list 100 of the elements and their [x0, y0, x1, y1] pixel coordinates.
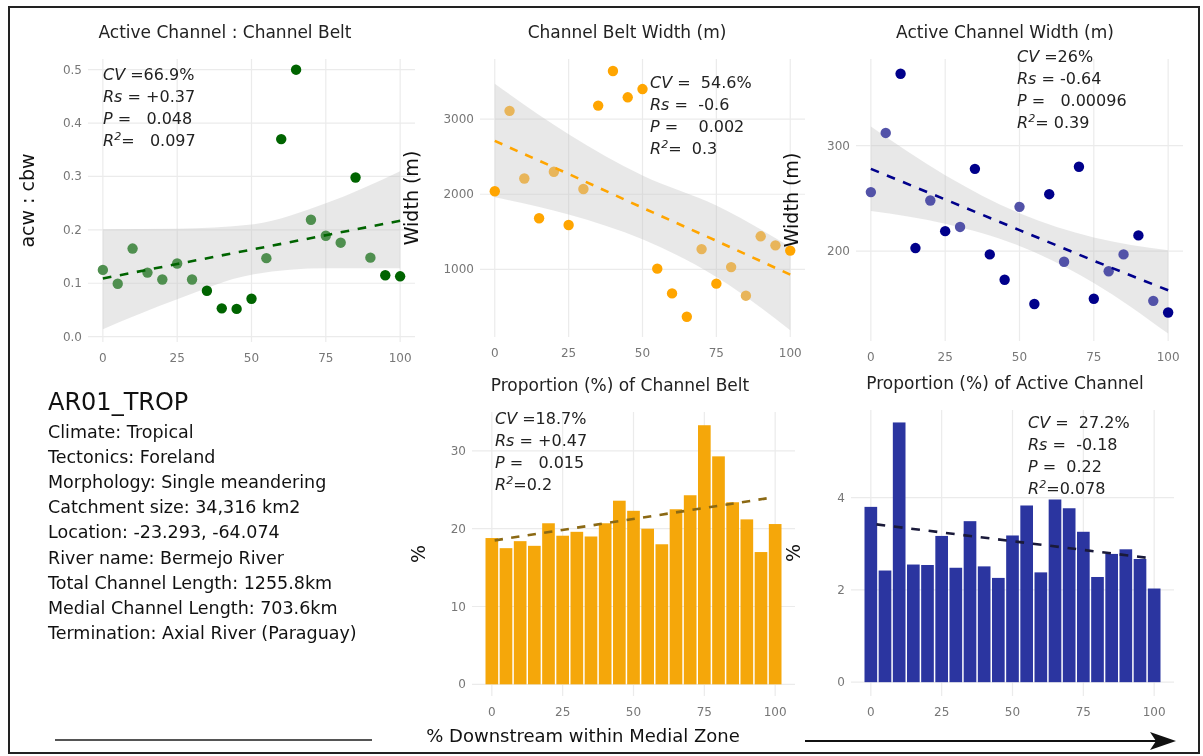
chart-title: Active Channel Width (m) — [896, 22, 1114, 42]
y-tick-label: 20 — [450, 521, 466, 536]
bar — [1147, 588, 1161, 683]
bar — [1133, 559, 1147, 683]
line-series — [869, 167, 1170, 292]
chart-title: Proportion (%) of Active Channel — [866, 373, 1144, 393]
text: Climate: Tropical — [48, 422, 194, 442]
x-tick-label: 0 — [99, 351, 107, 365]
y-tick-label: 3000 — [443, 112, 474, 127]
point — [1029, 298, 1040, 310]
point — [652, 263, 663, 274]
point — [622, 92, 633, 103]
bar — [949, 567, 963, 683]
point — [201, 285, 213, 296]
point — [365, 252, 376, 263]
annotation: CV =18.7% — [495, 409, 587, 428]
x-tick-label: 100 — [778, 346, 802, 360]
x-tick-label: 75 — [1075, 705, 1091, 719]
y-axis-title: Width (m) — [780, 152, 802, 248]
x-tick-label: 50 — [625, 705, 642, 719]
y-axis-title: % — [407, 544, 429, 564]
point — [681, 311, 693, 322]
y-tick-label: 200 — [827, 244, 850, 259]
bar — [754, 552, 768, 685]
point — [696, 243, 707, 255]
point — [380, 270, 391, 281]
point — [142, 267, 153, 278]
chart-title: Active Channel : Channel Belt — [98, 22, 352, 42]
y-axis-title: % — [782, 543, 804, 563]
bar — [655, 544, 669, 685]
point — [954, 221, 966, 233]
y-tick-label: 0 — [837, 675, 845, 690]
point — [725, 261, 737, 273]
text: Location: -23.293, -64.074 — [48, 522, 280, 543]
point — [711, 278, 722, 289]
point — [1103, 266, 1114, 277]
x-tick-label: 50 — [1004, 705, 1021, 719]
y-tick-label: 2 — [837, 582, 845, 597]
point — [350, 172, 361, 183]
point — [895, 68, 906, 79]
x-tick-label: 25 — [561, 346, 577, 360]
point — [910, 242, 921, 254]
point — [216, 303, 227, 314]
x-tick-label: 50 — [634, 346, 651, 360]
point — [999, 274, 1010, 285]
point — [489, 186, 500, 197]
point — [1044, 188, 1055, 200]
bar — [740, 519, 754, 685]
point — [865, 186, 877, 198]
point — [637, 83, 648, 95]
point — [925, 195, 936, 206]
bar — [570, 531, 584, 685]
text: Catchment size: 34,316 km2 — [48, 497, 301, 518]
x-tick-label: 25 — [169, 351, 185, 365]
x-tick-label: 50 — [243, 351, 260, 365]
bar — [878, 570, 892, 683]
x-tick-label: 25 — [555, 705, 571, 719]
y-tick-label: 2000 — [443, 187, 474, 202]
point — [1014, 201, 1025, 213]
x-tick-label: 0 — [867, 350, 875, 364]
text: Total Channel Length: 1255.8km — [47, 572, 333, 593]
point — [519, 173, 530, 184]
point — [533, 213, 545, 224]
annotation: Rs = -0.18 — [1028, 435, 1118, 454]
y-tick-label: 0.4 — [62, 116, 82, 131]
point — [290, 64, 302, 75]
text: Morphology: Single meandering — [48, 472, 327, 493]
annotation: R$^{2}$=0.2 — [495, 473, 553, 494]
y-tick-label: 0.3 — [62, 169, 82, 184]
point — [504, 105, 515, 117]
annotation: P = 0.002 — [650, 117, 745, 136]
point — [563, 219, 574, 231]
point — [666, 288, 678, 299]
y-tick-label: 0 — [458, 677, 466, 692]
x-tick-label: 75 — [318, 351, 334, 365]
point — [1162, 307, 1174, 318]
annotation: P = 0.048 — [103, 109, 193, 128]
y-tick-label: 4 — [837, 490, 845, 505]
text: Termination: Axial River (Paraguay) — [47, 622, 357, 643]
point — [394, 271, 406, 282]
point — [127, 243, 138, 254]
annotation: R$^{2}$= 0.3 — [650, 137, 718, 158]
point — [186, 274, 198, 285]
y-tick-label: 0.5 — [62, 62, 82, 77]
annotation: R$^{2}$= 0.097 — [103, 129, 196, 150]
annotation: P = 0.00096 — [1017, 91, 1127, 110]
text: AR01_TROP — [48, 388, 189, 416]
chart-title: Channel Belt Width (m) — [527, 22, 727, 42]
line-series — [101, 219, 402, 280]
x-tick-label: 0 — [488, 705, 496, 719]
point — [607, 65, 619, 77]
y-tick-label: 10 — [450, 599, 466, 614]
point — [305, 214, 317, 225]
point — [157, 274, 168, 285]
chart-title: Proportion (%) of Channel Belt — [490, 375, 750, 395]
text: River name: Bermejo River — [48, 547, 285, 568]
point — [1073, 161, 1085, 172]
point — [939, 225, 951, 237]
point — [97, 264, 109, 276]
point — [755, 231, 766, 242]
